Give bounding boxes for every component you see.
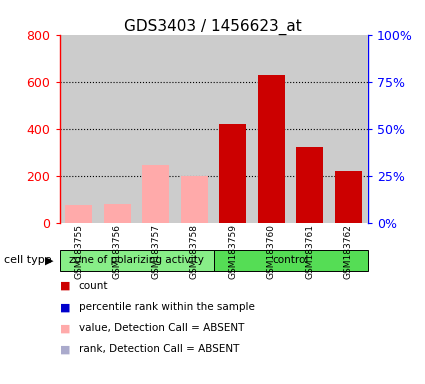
Text: count: count <box>79 281 108 291</box>
Bar <box>181 176 208 223</box>
Text: ▶: ▶ <box>45 255 53 265</box>
Text: value, Detection Call = ABSENT: value, Detection Call = ABSENT <box>79 323 244 333</box>
Bar <box>213 35 252 223</box>
Bar <box>219 124 246 223</box>
Bar <box>296 147 323 223</box>
Bar <box>142 165 169 223</box>
Text: ■: ■ <box>60 344 70 354</box>
Text: zone of polarizing activity: zone of polarizing activity <box>69 255 204 265</box>
Bar <box>98 35 136 223</box>
Text: ■: ■ <box>60 302 70 312</box>
Bar <box>104 204 131 223</box>
Bar <box>60 35 98 223</box>
Bar <box>258 74 285 223</box>
Text: rank, Detection Call = ABSENT: rank, Detection Call = ABSENT <box>79 344 239 354</box>
Bar <box>291 35 329 223</box>
Text: control: control <box>272 255 309 265</box>
Text: ■: ■ <box>60 323 70 333</box>
Bar <box>335 171 362 223</box>
Bar <box>136 35 175 223</box>
Text: ■: ■ <box>60 281 70 291</box>
Bar <box>65 205 92 223</box>
Text: percentile rank within the sample: percentile rank within the sample <box>79 302 255 312</box>
Text: GDS3403 / 1456623_at: GDS3403 / 1456623_at <box>124 19 301 35</box>
Bar <box>252 35 291 223</box>
Bar <box>175 35 213 223</box>
Bar <box>329 35 368 223</box>
Text: cell type: cell type <box>4 255 52 265</box>
